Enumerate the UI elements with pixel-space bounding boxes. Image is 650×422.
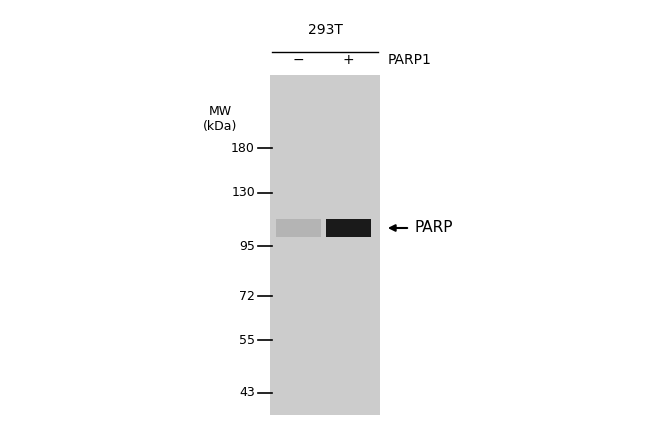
- Bar: [326, 219, 370, 237]
- Text: 293T: 293T: [307, 23, 343, 37]
- Text: 72: 72: [239, 289, 255, 303]
- Text: 130: 130: [231, 187, 255, 200]
- Text: 95: 95: [239, 240, 255, 252]
- Text: 55: 55: [239, 333, 255, 346]
- Text: 43: 43: [239, 387, 255, 400]
- Text: 180: 180: [231, 141, 255, 154]
- Text: PARP: PARP: [415, 221, 454, 235]
- Text: +: +: [342, 53, 354, 67]
- Text: −: −: [292, 53, 304, 67]
- Text: MW
(kDa): MW (kDa): [203, 105, 237, 133]
- Bar: [276, 219, 320, 237]
- Text: PARP1: PARP1: [388, 53, 432, 67]
- Bar: [270, 75, 380, 415]
